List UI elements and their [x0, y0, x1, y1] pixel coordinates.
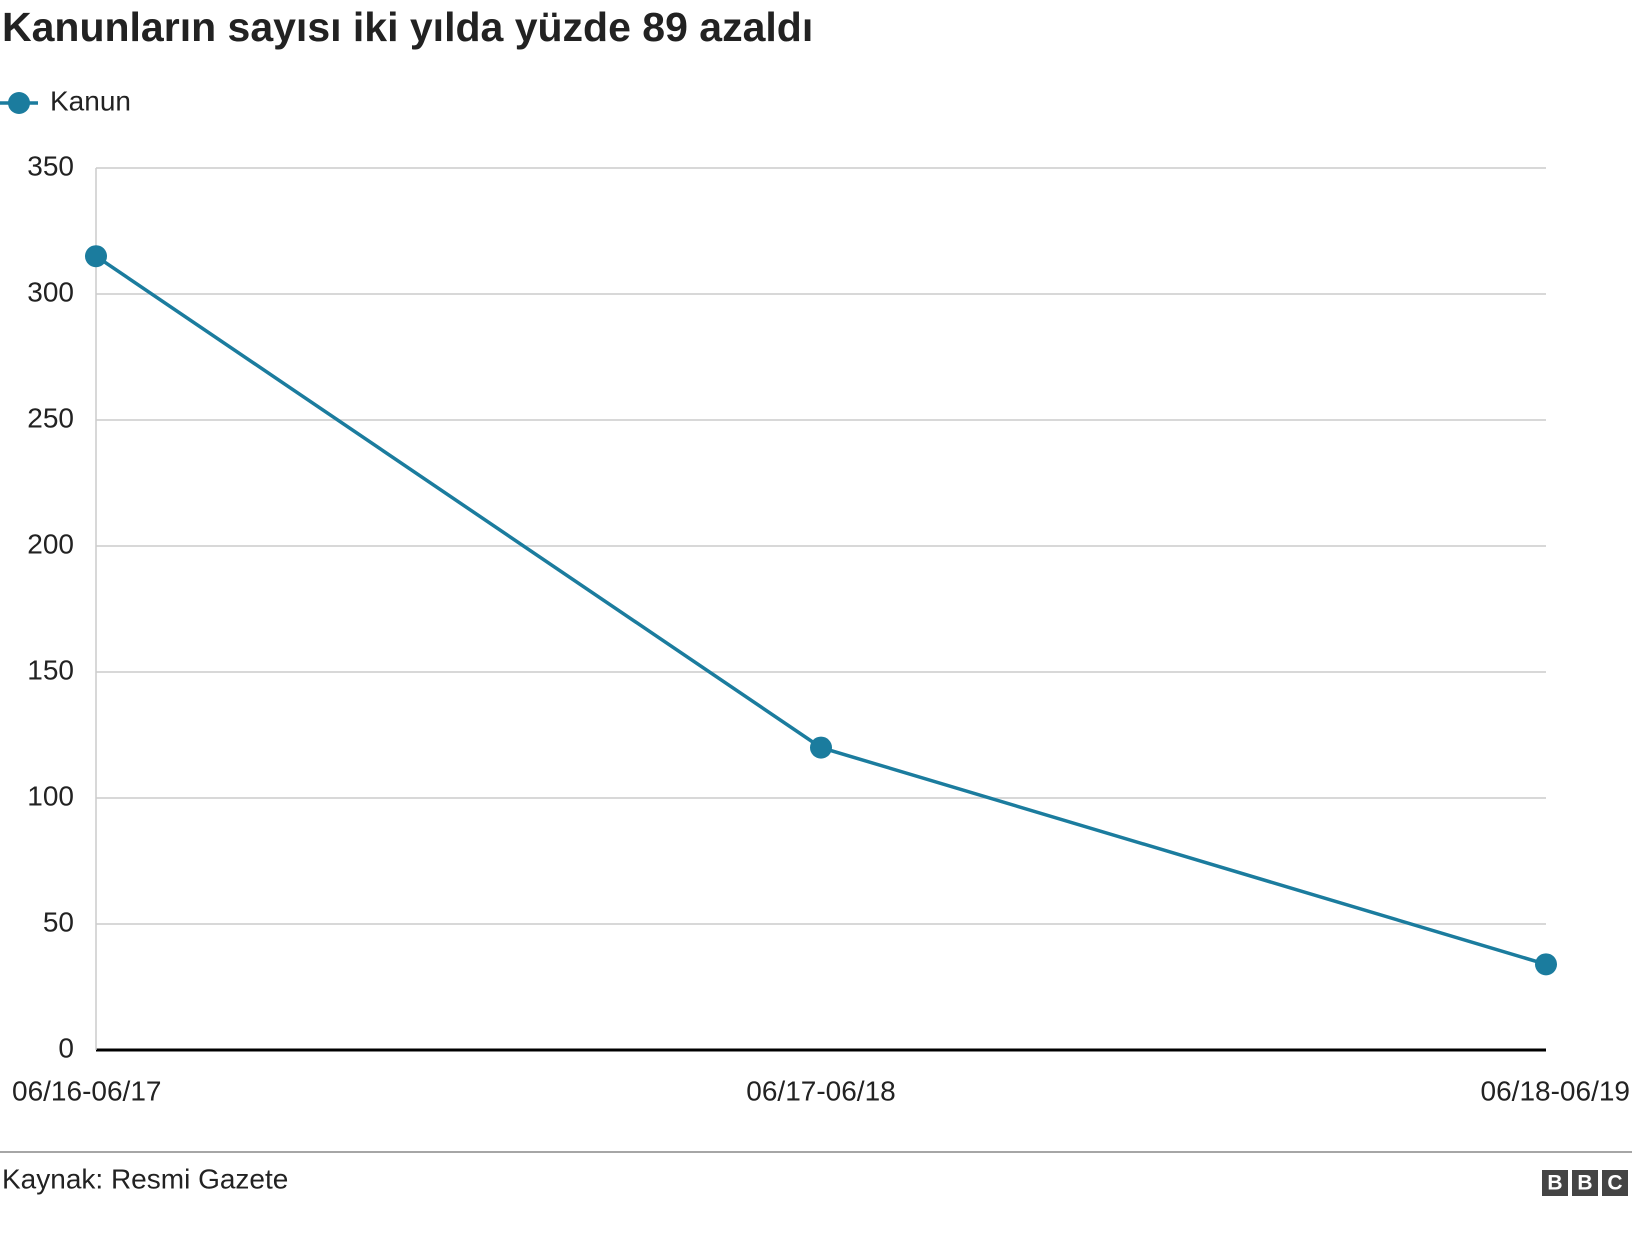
y-tick-label: 300 [27, 276, 74, 307]
source-note: Kaynak: Resmi Gazete [2, 1163, 288, 1194]
logo-letter: B [1547, 1172, 1562, 1195]
y-tick-label: 100 [27, 780, 74, 811]
y-tick-label: 250 [27, 402, 74, 433]
data-point [810, 736, 832, 759]
y-tick-label: 200 [27, 528, 74, 559]
legend-label: Kanun [50, 85, 131, 116]
logo-letter: B [1577, 1172, 1592, 1195]
logo-box [1572, 1170, 1598, 1196]
data-point [85, 245, 107, 268]
chart-title: Kanunların sayısı iki yılda yüzde 89 aza… [2, 4, 813, 50]
y-tick-label: 50 [43, 906, 74, 937]
x-tick-label: 06/18-06/19 [1481, 1075, 1630, 1106]
logo-box [1542, 1170, 1568, 1196]
data-point [1535, 953, 1557, 976]
y-tick-label: 350 [27, 150, 74, 181]
logo-letter: C [1607, 1172, 1622, 1195]
y-tick-label: 0 [58, 1032, 74, 1063]
x-tick-label: 06/17-06/18 [746, 1075, 895, 1106]
legend-marker [8, 92, 30, 114]
y-tick-label: 150 [27, 654, 74, 685]
logo-box [1602, 1170, 1628, 1196]
data-line [95, 254, 1547, 966]
x-tick-label: 06/16-06/17 [12, 1075, 161, 1106]
